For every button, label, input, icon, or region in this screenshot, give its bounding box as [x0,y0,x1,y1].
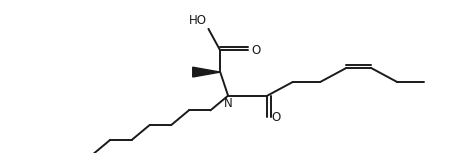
Text: O: O [252,44,261,57]
Text: O: O [271,111,280,124]
Polygon shape [193,67,220,77]
Text: HO: HO [188,14,206,27]
Text: N: N [224,97,232,110]
